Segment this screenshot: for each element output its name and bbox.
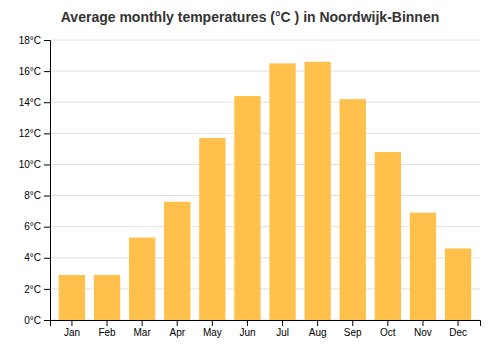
- y-tick: 18°C: [19, 35, 50, 46]
- bar: [199, 138, 225, 320]
- y-tick-label: 6°C: [24, 221, 41, 232]
- x-tick: Nov: [414, 320, 432, 338]
- y-tick-mark: [44, 133, 50, 134]
- y-tick-label: 4°C: [24, 252, 41, 263]
- bar: [234, 96, 260, 320]
- x-tick: Jan: [64, 320, 80, 338]
- grid-line: [50, 71, 480, 72]
- x-tick-mark: [212, 320, 213, 326]
- x-tick: Feb: [98, 320, 116, 338]
- grid-line: [50, 195, 480, 196]
- grid: [50, 40, 480, 320]
- x-tick-mark: [317, 320, 318, 326]
- x-tick-label: Oct: [380, 327, 396, 338]
- x-tick-mark: [177, 320, 178, 326]
- bar: [94, 275, 120, 320]
- y-tick-mark: [44, 40, 50, 41]
- x-tick-label: May: [203, 327, 222, 338]
- y-tick: 2°C: [24, 284, 50, 295]
- x-tick-label: Jan: [64, 327, 80, 338]
- y-axis: 0°C 2°C 4°C 6°C 8°C 10°C 12°C 14°C 16°C 18°C: [19, 35, 51, 326]
- x-tick-mark: [282, 320, 283, 326]
- bar: [340, 99, 366, 320]
- x-tick-label: Apr: [169, 327, 185, 338]
- x-tick: Oct: [380, 320, 396, 338]
- y-tick-mark: [44, 71, 50, 72]
- x-tick-label: Nov: [414, 327, 432, 338]
- x-tick: Jul: [276, 320, 289, 338]
- plot: 0°C 2°C 4°C 6°C 8°C 10°C 12°C 14°C 16°C 18°C Jan Fe…: [19, 35, 481, 338]
- bar: [269, 63, 295, 320]
- y-tick-mark: [44, 227, 50, 228]
- x-tick-label: Sep: [344, 327, 362, 338]
- y-tick: 6°C: [24, 221, 50, 232]
- bar: [304, 62, 330, 320]
- x-tick: Apr: [169, 320, 185, 338]
- y-tick-label: 10°C: [19, 159, 41, 170]
- y-tick-label: 14°C: [19, 97, 41, 108]
- y-tick-label: 12°C: [19, 128, 41, 139]
- bar: [59, 275, 85, 320]
- grid-line: [50, 164, 480, 165]
- y-tick-label: 0°C: [24, 315, 41, 326]
- bars: [59, 62, 471, 320]
- chart: 0°C 2°C 4°C 6°C 8°C 10°C 12°C 14°C 16°C 18°C Jan Fe…: [0, 0, 500, 350]
- x-tick-label: Feb: [98, 327, 116, 338]
- x-tick-label: Aug: [309, 327, 327, 338]
- y-tick-label: 2°C: [24, 284, 41, 295]
- x-axis: Jan Feb Mar Apr May Jun Jul Aug Sep Oct Nov Dec: [51, 320, 481, 338]
- y-tick-label: 18°C: [19, 35, 41, 46]
- x-tick-label: Jun: [239, 327, 255, 338]
- grid-line: [50, 102, 480, 103]
- x-tick-label: Jul: [276, 327, 289, 338]
- x-tick: May: [203, 320, 222, 338]
- x-tick: Aug: [309, 320, 327, 338]
- y-tick-label: 16°C: [19, 66, 41, 77]
- x-tick: Sep: [344, 320, 362, 338]
- y-tick-mark: [44, 196, 50, 197]
- y-tick-mark: [44, 258, 50, 259]
- y-tick-mark: [44, 102, 50, 103]
- x-tick-mark: [247, 320, 248, 326]
- bar: [129, 238, 155, 320]
- x-tick-mark: [142, 320, 143, 326]
- x-tick-mark: [458, 320, 459, 326]
- bar: [445, 248, 471, 320]
- bar: [375, 152, 401, 320]
- y-tick-label: 8°C: [24, 190, 41, 201]
- x-axis-line: [51, 321, 481, 327]
- x-tick-label: Mar: [134, 327, 152, 338]
- y-tick: 16°C: [19, 66, 50, 77]
- y-tick: 0°C: [24, 315, 50, 326]
- y-tick: 8°C: [24, 190, 50, 201]
- x-tick-mark: [107, 320, 108, 326]
- x-tick: Mar: [134, 320, 152, 338]
- grid-line: [50, 40, 480, 41]
- y-tick-mark: [44, 164, 50, 165]
- y-tick-mark: [44, 320, 50, 321]
- title: Average monthly temperatures (°C ) in No…: [61, 9, 439, 25]
- y-tick: 14°C: [19, 97, 50, 108]
- x-tick: Dec: [449, 320, 467, 338]
- bar: [164, 202, 190, 320]
- x-tick-mark: [387, 320, 388, 326]
- y-tick-mark: [44, 289, 50, 290]
- x-tick-label: Dec: [449, 327, 467, 338]
- bar: [410, 213, 436, 320]
- x-tick-mark: [352, 320, 353, 326]
- x-tick-mark: [422, 320, 423, 326]
- x-tick: Jun: [239, 320, 255, 338]
- y-tick: 12°C: [19, 128, 50, 139]
- y-axis-line: [44, 41, 51, 321]
- grid-line: [50, 133, 480, 134]
- y-tick: 10°C: [19, 159, 50, 170]
- y-tick: 4°C: [24, 252, 50, 263]
- x-tick-mark: [71, 320, 72, 326]
